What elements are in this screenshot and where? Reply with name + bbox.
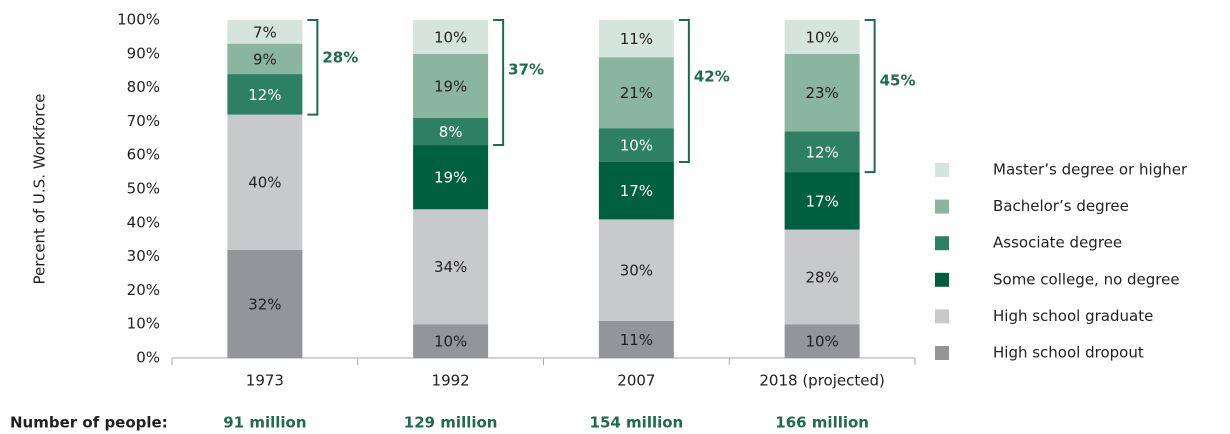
bar-segment: [598, 20, 674, 58]
bar-segment: [227, 74, 303, 115]
bar-segment: [413, 118, 489, 146]
bar-segment: [598, 161, 674, 220]
legend-swatch: [935, 309, 949, 324]
bar-segment: [413, 53, 489, 119]
y-tick-label: 100%: [117, 11, 160, 29]
value-label: 10%: [434, 28, 467, 46]
value-label: 19%: [434, 77, 467, 95]
legend-label: Some college, no degree: [993, 270, 1180, 288]
y-tick-label: 20%: [127, 281, 160, 299]
bracket: [307, 19, 319, 116]
bar-segment: [413, 20, 489, 54]
legend-swatch: [935, 272, 949, 287]
y-tick-label: 0%: [136, 349, 160, 367]
y-tick-label: 70%: [127, 112, 160, 130]
bracket-label: 28%: [322, 48, 358, 66]
y-tick-label: 90%: [127, 44, 160, 62]
x-tick-label: 1992: [432, 372, 470, 390]
value-label: 7%: [253, 23, 277, 41]
bar-segment: [227, 20, 303, 44]
legend-label: Associate degree: [993, 234, 1122, 252]
value-label: 21%: [620, 84, 653, 102]
footer-value: 129 million: [404, 414, 498, 432]
legend-label: Bachelor’s degree: [993, 197, 1129, 215]
footer-value: 166 million: [775, 414, 869, 432]
bar-segment: [413, 145, 489, 210]
value-label: 8%: [439, 123, 463, 141]
legend-swatch: [935, 346, 949, 360]
bar-segment: [598, 57, 674, 129]
y-tick-label: 50%: [127, 180, 160, 198]
bar-segment: [598, 320, 674, 358]
value-label: 10%: [620, 137, 653, 155]
legend-swatch: [935, 199, 949, 214]
y-tick-label: 10%: [127, 315, 160, 333]
legend-label: High school graduate: [993, 307, 1153, 325]
bracket-label: 42%: [694, 67, 730, 85]
legend-swatch: [935, 163, 949, 177]
legend-swatch: [935, 236, 949, 251]
y-tick-label: 30%: [127, 247, 160, 265]
value-label: 10%: [805, 28, 838, 46]
value-label: 11%: [620, 331, 653, 349]
legend-label: High school dropout: [993, 344, 1144, 362]
bar-segment: [784, 20, 860, 54]
value-label: 32%: [248, 295, 281, 313]
bar-segment: [413, 209, 489, 325]
value-label: 23%: [805, 84, 838, 102]
footer-value: 91 million: [223, 414, 306, 432]
value-label: 40%: [248, 174, 281, 192]
x-tick-label: 2007: [617, 372, 655, 390]
value-label: 28%: [805, 268, 838, 286]
y-tick-label: 60%: [127, 146, 160, 164]
value-label: 10%: [434, 333, 467, 351]
bracket: [493, 19, 505, 147]
bar-segment: [227, 43, 303, 75]
bar-segment: [784, 172, 860, 230]
bar-segment: [227, 114, 303, 250]
bar-segment: [598, 219, 674, 321]
footer-value: 154 million: [590, 414, 684, 432]
bar-segment: [784, 229, 860, 325]
bar-segment: [227, 249, 303, 358]
value-label: 17%: [805, 192, 838, 210]
bar-segment: [598, 128, 674, 162]
value-label: 17%: [620, 182, 653, 200]
value-label: 12%: [805, 143, 838, 161]
bracket-label: 45%: [880, 71, 916, 89]
value-label: 12%: [248, 86, 281, 104]
bar-segment: [784, 324, 860, 358]
bar-segment: [413, 324, 489, 358]
x-tick-label: 2018 (projected): [759, 372, 884, 390]
value-label: 10%: [805, 333, 838, 351]
bracket-label: 37%: [508, 61, 544, 79]
value-label: 34%: [434, 258, 467, 276]
bracket: [678, 19, 690, 163]
value-label: 30%: [620, 262, 653, 280]
y-tick-label: 40%: [127, 213, 160, 231]
y-axis-label: Percent of U.S. Workforce: [31, 94, 49, 285]
value-label: 19%: [434, 169, 467, 187]
value-label: 9%: [253, 50, 277, 68]
x-tick-label: 1973: [246, 372, 284, 390]
footer-label: Number of people:: [10, 414, 168, 432]
bar-segment: [784, 131, 860, 173]
y-tick-label: 80%: [127, 78, 160, 96]
value-label: 11%: [620, 30, 653, 48]
legend-label: Master’s degree or higher: [993, 161, 1188, 179]
bracket: [864, 19, 876, 174]
bar-segment: [784, 53, 860, 132]
